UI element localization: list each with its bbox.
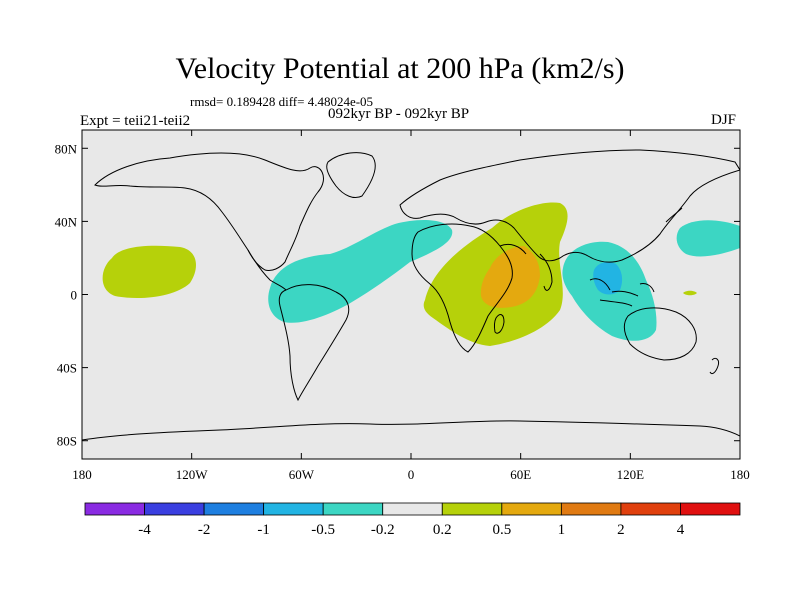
lon-axis: 180 120W 60W 0 60E 120E 180 — [72, 130, 750, 482]
colorbar: -4 -2 -1 -0.5 -0.2 0.2 0.5 1 2 4 — [84, 502, 741, 538]
stats-text: rmsd= 0.189428 diff= 4.48024e-05 — [190, 94, 374, 109]
period-label: 092kyr BP - 092kyr BP — [328, 106, 470, 122]
colorbar-swatch — [322, 502, 384, 516]
coastline-madagascar — [493, 314, 505, 334]
colorbar-label: -1 — [257, 522, 270, 538]
coastline-central-america — [247, 249, 287, 291]
colorbar-label: 2 — [617, 522, 625, 538]
coastline-north-america — [94, 152, 324, 271]
coastline-eurasia — [399, 149, 740, 263]
coastline-layer — [82, 149, 740, 441]
colorbar-label: 0.5 — [492, 522, 511, 538]
coastline-africa — [411, 223, 513, 353]
colorbar-swatch — [620, 502, 681, 516]
lon-tick-label: 180 — [72, 467, 92, 482]
contour-region — [676, 220, 740, 257]
coastline-japan — [665, 207, 683, 223]
colorbar-label: -2 — [198, 522, 211, 538]
coastline-arabia-india — [499, 243, 553, 291]
colorbar-swatch — [144, 502, 205, 516]
coastline-maritime-continent — [589, 278, 655, 307]
colorbar-swatch — [84, 502, 145, 516]
contour-layer — [102, 202, 740, 346]
colorbar-label: -0.2 — [371, 522, 395, 538]
colorbar-swatch — [382, 502, 443, 516]
experiment-label: Expt = teii21-teii2 — [80, 113, 191, 129]
colorbar-swatch — [441, 502, 503, 516]
season-label: DJF — [711, 112, 737, 128]
colorbar-swatch — [560, 502, 622, 516]
lat-tick-label: 40N — [55, 214, 78, 229]
lon-tick-label: 120E — [617, 467, 645, 482]
lat-axis: 80N 40N 0 40S 80S — [55, 141, 740, 449]
lat-tick-label: 80N — [55, 141, 78, 156]
coastline-new-zealand — [709, 357, 719, 375]
lon-tick-label: 180 — [730, 467, 750, 482]
contour-region — [268, 220, 453, 323]
contour-region — [683, 290, 697, 296]
colorbar-label: 0.2 — [433, 522, 452, 538]
coastline-south-america — [278, 284, 350, 402]
colorbar-label: 1 — [558, 522, 566, 538]
contour-region — [593, 262, 623, 295]
lat-tick-label: 0 — [71, 288, 78, 303]
colorbar-label: 4 — [677, 522, 685, 538]
lon-tick-label: 60W — [289, 467, 315, 482]
colorbar-swatch — [501, 502, 562, 516]
coastline-antarctica — [82, 420, 740, 441]
lat-tick-label: 80S — [57, 434, 77, 449]
colorbar-label: -0.5 — [311, 522, 335, 538]
contour-region — [102, 245, 196, 299]
lon-tick-label: 120W — [176, 467, 209, 482]
figure-title: Velocity Potential at 200 hPa (km2/s) — [175, 52, 625, 85]
lon-tick-label: 60E — [510, 467, 531, 482]
colorbar-label: -4 — [138, 522, 151, 538]
lat-tick-label: 40S — [57, 361, 77, 376]
colorbar-swatch — [263, 502, 324, 516]
coastline-australia — [623, 307, 697, 361]
colorbar-swatch — [680, 502, 741, 516]
coastline-greenland — [326, 152, 376, 199]
colorbar-swatch — [203, 502, 265, 516]
contour-region — [480, 246, 540, 308]
lon-tick-label: 0 — [408, 467, 415, 482]
